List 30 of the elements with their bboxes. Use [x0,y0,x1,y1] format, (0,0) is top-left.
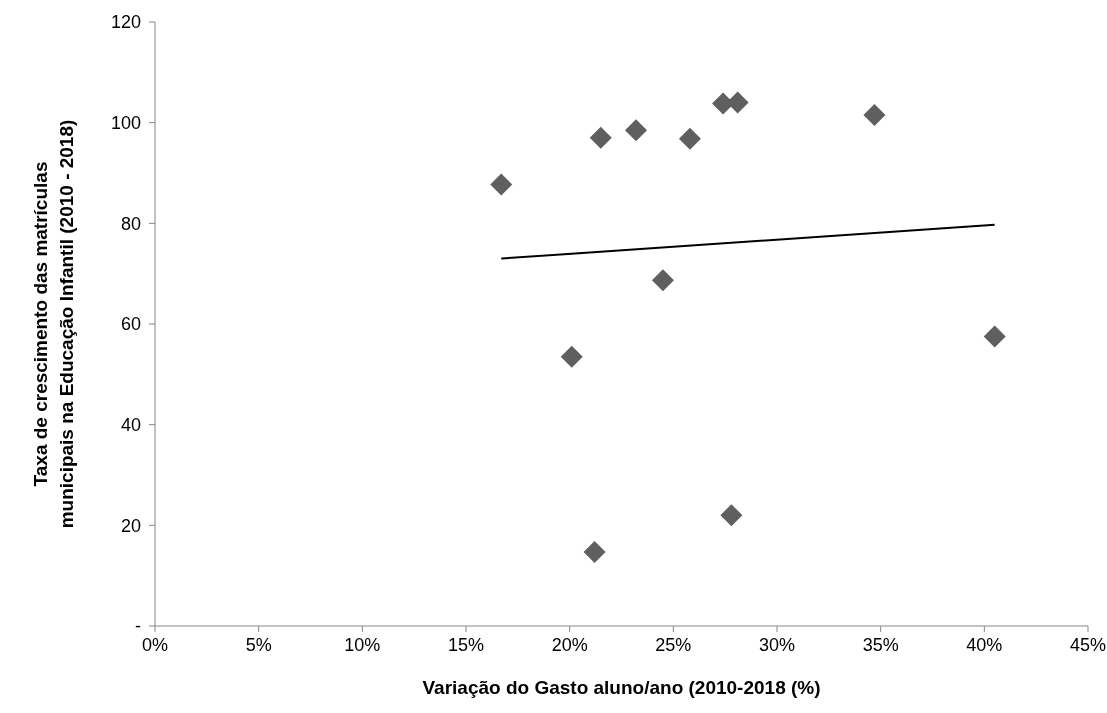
point [625,119,648,142]
x-tick-label: 30% [758,634,796,655]
y-tick-label: 60 [120,314,141,335]
point [983,325,1006,348]
point [490,173,513,196]
x-tick-label: 45% [1069,634,1107,655]
y-tick-label: 40 [120,415,141,436]
y-tick-label: 120 [110,12,141,33]
point [589,126,612,149]
point [863,104,886,127]
x-tick-label: 25% [655,634,692,655]
point [651,269,674,292]
x-tick-label: 0% [141,634,169,655]
x-tick-label: 35% [862,634,899,655]
y-tick-label: 80 [120,213,141,234]
point [678,127,701,150]
x-tick-label: 15% [447,634,485,655]
y-axis-title: Taxa de crescimento das matrículas municipais na Educação Infantil (2010 - 2018) [30,119,77,529]
x-tick-label: 40% [966,634,1003,655]
point [720,504,743,527]
x-axis-title: Variação do Gasto aluno/ano (2010-2018 (%) [422,677,821,698]
x-tick-label: 10% [344,634,381,655]
point [583,541,606,564]
y-tick-label: - [135,616,141,637]
point [560,345,583,368]
x-tick-label: 20% [551,634,588,655]
y-tick-label: 20 [120,515,141,536]
y-tick-label: 100 [110,113,141,134]
x-tick-label: 5% [245,634,272,655]
point [726,91,749,114]
